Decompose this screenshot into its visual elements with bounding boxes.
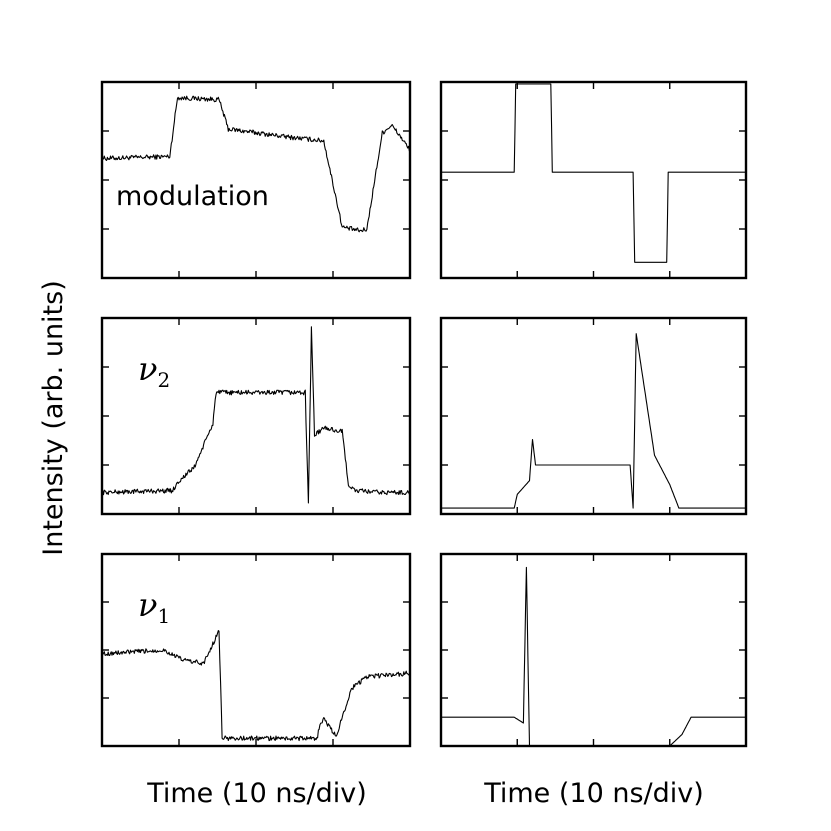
panel-label-nu2: ν2 bbox=[138, 350, 170, 392]
trace-line-bottom-right bbox=[441, 566, 746, 746]
panel-bottom-left: ν1 bbox=[100, 552, 412, 748]
panel-frame bbox=[100, 80, 412, 280]
panel-top-left: modulation bbox=[100, 80, 412, 280]
nu-symbol: ν bbox=[138, 586, 157, 624]
panel-frame bbox=[439, 80, 748, 280]
panel-label-nu1: ν1 bbox=[138, 586, 170, 628]
nu-subscript: 1 bbox=[157, 604, 170, 628]
panel-bottom-right bbox=[439, 552, 748, 748]
panel-middle-left: ν2 bbox=[100, 316, 412, 516]
trace-line-top-right bbox=[441, 83, 746, 263]
panel-frame bbox=[439, 316, 748, 516]
panel-top-right bbox=[439, 80, 748, 280]
trace-line-middle-left bbox=[102, 326, 410, 504]
nu-symbol: ν bbox=[138, 350, 157, 388]
y-axis-label: Intensity (arb. units) bbox=[38, 280, 69, 556]
trace-line-top-left bbox=[102, 95, 410, 233]
panel-frame bbox=[100, 552, 412, 748]
trace-line-bottom-left bbox=[102, 630, 410, 742]
nu-subscript: 2 bbox=[157, 368, 170, 392]
panel-frame bbox=[100, 316, 412, 516]
trace-line-middle-right bbox=[441, 333, 746, 509]
panel-middle-right bbox=[439, 316, 748, 516]
panel-frame bbox=[439, 552, 748, 748]
panel-label-modulation: modulation bbox=[116, 181, 269, 212]
x-axis-label-left: Time (10 ns/div) bbox=[146, 778, 367, 809]
x-axis-label-right: Time (10 ns/div) bbox=[483, 778, 704, 809]
